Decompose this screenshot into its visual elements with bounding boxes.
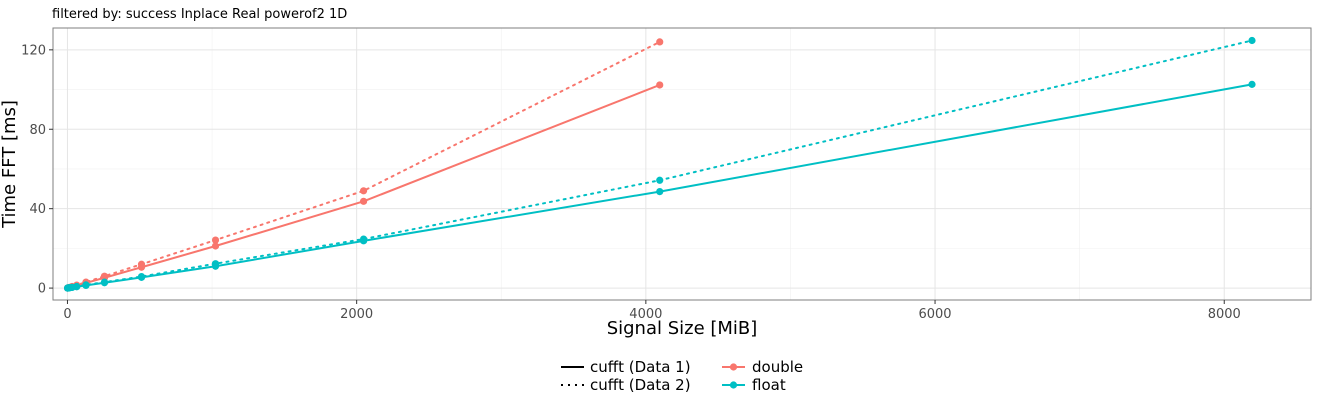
data-point-float-cufft-data-2	[359, 235, 368, 243]
grid-major	[53, 28, 1311, 300]
data-point-double-cufft-data-2	[656, 38, 664, 46]
legend-label-float: float	[752, 376, 786, 394]
legend-key-float-point	[729, 381, 738, 389]
legend-label-cufft-data-2: cufft (Data 2)	[590, 376, 691, 394]
y-tick-label: 0	[38, 282, 46, 297]
legend-item-cufft-data-1: cufft (Data 1)	[561, 358, 691, 376]
legend-key-double-point	[729, 363, 738, 371]
data-point-float-cufft-data-2	[1248, 36, 1256, 45]
y-tick-label: 120	[21, 43, 46, 58]
y-axis: 0 40 80 120	[21, 43, 53, 297]
x-tick-label: 6000	[918, 307, 951, 322]
data-point-float-cufft-data-2	[656, 176, 664, 184]
y-axis-title: Time FFT [ms]	[0, 100, 20, 229]
y-tick-label: 80	[29, 123, 46, 138]
data-point-float-cufft-data-2	[82, 281, 90, 289]
data-point-float-cufft-data-1	[1248, 80, 1256, 88]
data-point-float-cufft-data-2	[211, 260, 220, 268]
data-point-double-cufft-data-2	[100, 272, 109, 280]
data-point-float-cufft-data-2	[137, 272, 146, 281]
y-tick-label: 40	[29, 202, 46, 217]
legend-item-double: double	[722, 358, 803, 376]
data-point-double-cufft-data-2	[137, 260, 146, 268]
x-tick-label: 0	[63, 307, 71, 322]
data-point-double-cufft-data-1	[359, 197, 368, 205]
legend: cufft (Data 1) cufft (Data 2) double flo…	[561, 358, 803, 394]
plot-border	[52, 27, 1312, 301]
data-point-float-cufft-data-2	[73, 282, 81, 291]
data-point-float-cufft-data-2	[100, 278, 109, 286]
legend-item-cufft-data-2: cufft (Data 2)	[561, 376, 691, 394]
x-tick-label: 4000	[629, 307, 662, 322]
chart-subtitle: filtered by: success Inplace Real powero…	[52, 7, 347, 22]
x-axis-title: Signal Size [MiB]	[607, 318, 758, 339]
data-point-double-cufft-data-2	[211, 236, 220, 244]
series-layer	[64, 36, 1256, 292]
x-tick-label: 2000	[340, 307, 373, 322]
legend-label-cufft-data-1: cufft (Data 1)	[590, 358, 691, 376]
x-tick-label: 8000	[1208, 307, 1241, 322]
legend-label-double: double	[752, 358, 803, 376]
x-axis: 0 2000 4000 6000 8000	[63, 300, 1241, 322]
data-point-double-cufft-data-1	[656, 81, 664, 89]
grid-minor	[53, 28, 1311, 300]
data-point-double-cufft-data-2	[359, 187, 368, 195]
data-point-float-cufft-data-1	[656, 187, 664, 196]
plot-background	[53, 28, 1311, 300]
data-point-double-cufft-data-1	[211, 242, 220, 250]
legend-item-float: float	[722, 376, 786, 394]
plot-panel	[52, 27, 1312, 301]
